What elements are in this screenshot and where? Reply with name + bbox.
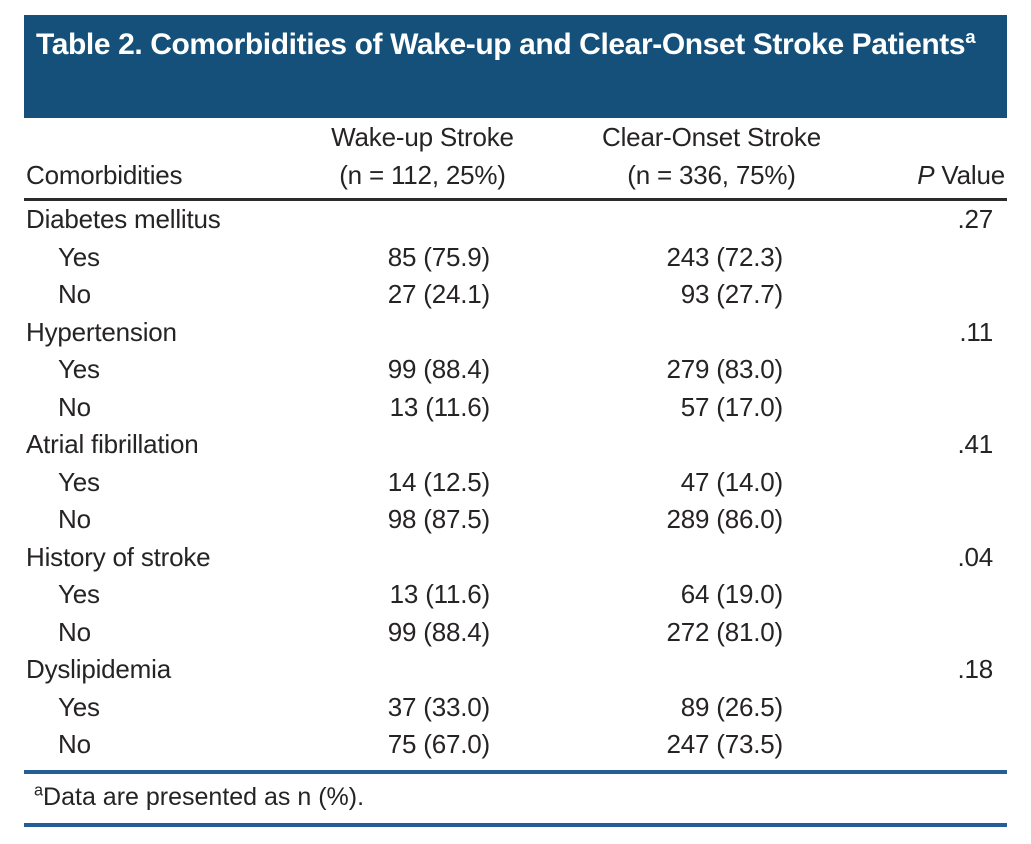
row-label-cell: No [58,391,91,422]
wake-up-value-cell: 13 (11.6) [389,391,491,422]
table-body: Diabetes mellitus .27 Yes 85 (75.9) 243 (72.… [24,200,1007,764]
wake-up-value-cell: 99 (88.4) [387,616,490,647]
wake-up-value-cell: 99 (88.4) [387,354,490,385]
row-label-cell: Yes [58,579,100,610]
clear-onset-value-cell [515,200,828,239]
wake-up-value-cell: 98 (87.5) [387,504,490,535]
clear-onset-value-cell: 89 (26.5) [680,691,783,722]
data-row: No 13 (11.6) 57 (17.0) [24,389,1007,427]
clear-onset-value-cell: 93 (27.7) [680,279,783,310]
table-footnote: aData are presented as n (%). [24,770,1007,827]
wake-up-value-cell [330,314,515,352]
p-value-cell [828,689,1007,727]
clear-onset-value-cell: 289 (86.0) [666,504,783,535]
footnote-superscript: a [34,781,44,800]
wake-up-value-cell [330,651,515,689]
p-value-cell: .27 [957,204,993,235]
clear-onset-stroke-header-line1: Clear-Onset Stroke [602,122,821,152]
p-value-header-rest: Value [934,160,1005,190]
comorbidities-table: Comorbidities Wake-up Stroke (n = 112, 2… [24,118,1007,764]
category-label-cell: History of stroke [26,541,211,572]
wake-up-value-cell [330,200,515,239]
data-row: No 99 (88.4) 272 (81.0) [24,614,1007,652]
data-row: Yes 85 (75.9) 243 (72.3) [24,239,1007,277]
col-header-clear-onset-stroke: Clear-Onset Stroke (n = 336, 75%) [515,118,828,200]
row-label-cell: Yes [58,466,100,497]
wake-up-stroke-header-line1: Wake-up Stroke [331,122,514,152]
col-header-comorbidities: Comorbidities [26,160,183,190]
p-value-cell: .18 [957,654,993,685]
row-label-cell: No [58,616,91,647]
clear-onset-value-cell: 247 (73.5) [666,729,783,760]
clear-onset-value-cell [515,314,828,352]
p-value-cell [828,501,1007,539]
col-header-p-value: P Value [828,118,1007,200]
p-value-cell: .11 [959,316,993,347]
table-title: Table 2. Comorbidities of Wake-up and Cl… [36,28,966,61]
data-row: Yes 13 (11.6) 64 (19.0) [24,576,1007,614]
clear-onset-value-cell: 64 (19.0) [680,579,783,610]
p-value-cell: .04 [957,541,993,572]
p-value-cell: .41 [957,429,993,460]
p-value-cell [828,351,1007,389]
row-label-cell: No [58,729,91,760]
data-row: No 27 (24.1) 93 (27.7) [24,276,1007,314]
row-label-cell: Yes [58,241,100,272]
row-label-cell: No [58,504,91,535]
p-value-cell [828,389,1007,427]
data-row: Yes 99 (88.4) 279 (83.0) [24,351,1007,389]
wake-up-stroke-header-line2: (n = 112, 25%) [339,160,506,190]
category-row: Hypertension .11 [24,314,1007,352]
data-row: Yes 37 (33.0) 89 (26.5) [24,689,1007,727]
clear-onset-value-cell: 272 (81.0) [666,616,783,647]
data-row: Yes 14 (12.5) 47 (14.0) [24,464,1007,502]
footnote-text: Data are presented as n (%). [43,783,365,811]
wake-up-value-cell [330,539,515,577]
category-label-cell: Hypertension [26,316,177,347]
clear-onset-value-cell [515,539,828,577]
p-value-cell [828,726,1007,764]
row-label-cell: No [58,279,91,310]
wake-up-value-cell: 75 (67.0) [387,729,490,760]
clear-onset-value-cell: 243 (72.3) [666,241,783,272]
p-value-header-italic-p: P [917,160,935,190]
category-row: History of stroke .04 [24,539,1007,577]
wake-up-value-cell: 14 (12.5) [387,466,490,497]
category-label-cell: Atrial fibrillation [26,429,199,460]
wake-up-value-cell: 85 (75.9) [387,241,490,272]
data-row: No 98 (87.5) 289 (86.0) [24,501,1007,539]
category-row: Diabetes mellitus .27 [24,200,1007,239]
category-label-cell: Dyslipidemia [26,654,171,685]
col-header-wake-up-stroke: Wake-up Stroke (n = 112, 25%) [330,118,515,200]
wake-up-value-cell [330,426,515,464]
table-title-bar: Table 2. Comorbidities of Wake-up and Cl… [24,15,1007,118]
data-row: No 75 (67.0) 247 (73.5) [24,726,1007,764]
p-value-cell [828,576,1007,614]
clear-onset-value-cell: 57 (17.0) [680,391,783,422]
category-label-cell: Diabetes mellitus [26,204,221,235]
wake-up-value-cell: 27 (24.1) [387,279,490,310]
table-title-superscript: a [965,26,976,47]
wake-up-value-cell: 13 (11.6) [389,579,491,610]
wake-up-value-cell: 37 (33.0) [387,691,490,722]
clear-onset-value-cell [515,651,828,689]
clear-onset-value-cell [515,426,828,464]
category-row: Dyslipidemia .18 [24,651,1007,689]
clear-onset-value-cell: 279 (83.0) [666,354,783,385]
p-value-cell [828,464,1007,502]
category-row: Atrial fibrillation .41 [24,426,1007,464]
p-value-cell [828,614,1007,652]
row-label-cell: Yes [58,354,100,385]
row-label-cell: Yes [58,691,100,722]
clear-onset-stroke-header-line2: (n = 336, 75%) [627,160,796,190]
clear-onset-value-cell: 47 (14.0) [680,466,783,497]
header-row: Comorbidities Wake-up Stroke (n = 112, 2… [24,118,1007,200]
p-value-cell [828,239,1007,277]
p-value-cell [828,276,1007,314]
